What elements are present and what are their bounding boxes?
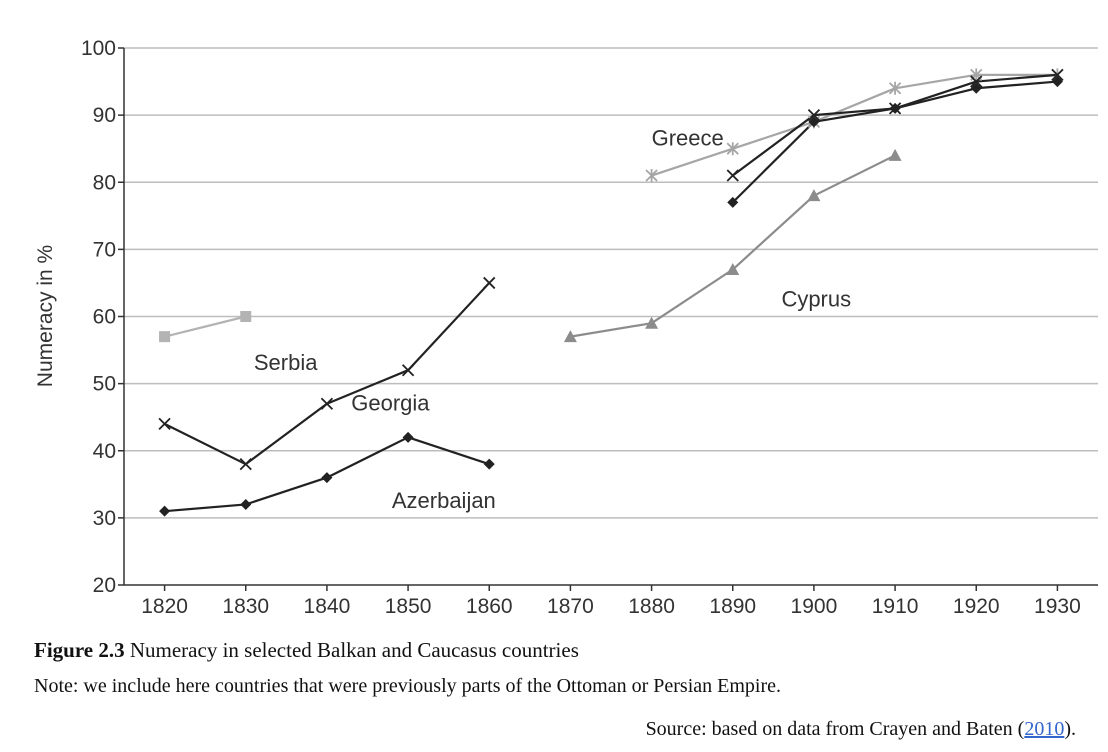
greece-line (651, 73, 1058, 177)
serbia-line (164, 315, 247, 338)
axes (118, 47, 1098, 591)
azerbaijan-point-1850 (402, 431, 414, 443)
azerbaijan-point-1860 (483, 458, 495, 470)
x-tick-label-1830: 1830 (222, 595, 269, 618)
series-5-point-1930 (1051, 68, 1064, 81)
serbia-label: Serbia (254, 350, 318, 375)
georgia-point-1820 (158, 417, 171, 431)
y-tick-label-50: 50 (93, 373, 116, 396)
series-lines (164, 73, 1058, 513)
x-tick-label-1850: 1850 (385, 595, 432, 618)
x-tick-label-1890: 1890 (709, 595, 756, 618)
y-tick-label-100: 100 (81, 37, 116, 60)
y-tick-label-70: 70 (93, 238, 116, 261)
numeracy-chart: 20 30 40 50 60 70 80 90 100 1820 1830 1840 1850 1860… (34, 37, 1098, 618)
x-tick-label-1930: 1930 (1034, 595, 1081, 618)
y-tick-label-80: 80 (93, 171, 116, 194)
source-year-link[interactable]: 2010 (1024, 718, 1065, 740)
azerbaijan-point-1830 (240, 498, 252, 510)
series-6-point-1920 (970, 82, 982, 94)
georgia-point-1840 (320, 397, 334, 410)
x-tick-labels: 1820 1830 1840 1850 1860 1870 1880 1890 1900 1910… (141, 595, 1081, 618)
y-axis-label: Numeracy in % (34, 245, 57, 387)
georgia-line (164, 282, 491, 466)
x-tick-label-1820: 1820 (141, 595, 188, 618)
y-tick-label-30: 30 (93, 507, 116, 530)
cyprus-point-1910 (888, 148, 902, 161)
series-6-point-1900 (808, 116, 820, 128)
x-tick-label-1920: 1920 (953, 595, 1000, 618)
georgia-point-1830 (239, 458, 252, 471)
series-6-line (731, 80, 1058, 204)
cyprus-point-1890 (726, 263, 740, 276)
y-tick-labels: 20 30 40 50 60 70 80 90 100 (81, 37, 116, 597)
azerbaijan-point-1840 (321, 472, 333, 484)
x-tick-label-1910: 1910 (872, 595, 919, 618)
azerbaijan-label: Azerbaijan (392, 488, 496, 513)
greece-point-1910 (888, 81, 902, 95)
greece-label: Greece (652, 125, 724, 150)
cyprus-label: Cyprus (781, 286, 851, 311)
source-prefix: Source: based on data from Crayen and Ba… (645, 718, 1025, 740)
y-tick-label-20: 20 (93, 574, 116, 597)
cyprus-point-1880 (645, 316, 659, 329)
cyprus-point-1870 (563, 330, 577, 343)
georgia-point-1860 (483, 276, 496, 290)
y-tick-label-40: 40 (93, 440, 116, 463)
azerbaijan-point-1820 (159, 505, 171, 517)
series-6-point-1910 (889, 102, 901, 114)
x-tick-label-1840: 1840 (304, 595, 351, 618)
serbia-point-1830 (240, 311, 252, 322)
y-tick-label-60: 60 (93, 306, 116, 329)
x-tick-label-1900: 1900 (791, 595, 838, 618)
figure-note: Note: we include here countries that wer… (34, 675, 781, 697)
figure-source: Source: based on data from Crayen and Ba… (646, 718, 1076, 741)
series-5-point-1900 (807, 108, 821, 122)
series-5-point-1920 (970, 75, 983, 88)
gridlines (124, 47, 1098, 519)
x-tick-label-1870: 1870 (547, 595, 594, 618)
figure-label: Figure 2.3 (34, 638, 125, 662)
y-tick-label-90: 90 (93, 104, 116, 127)
series-5-point-1890 (726, 169, 739, 182)
series-labels: Serbia Georgia Azerbaijan Greece Cyprus (254, 125, 851, 512)
georgia-point-1850 (401, 364, 415, 377)
cyprus-point-1900 (807, 189, 821, 202)
greece-point-1890 (726, 142, 739, 156)
series-markers (158, 68, 1064, 517)
greece-point-1880 (645, 169, 658, 183)
figure-caption: Figure 2.3 Numeracy in selected Balkan a… (34, 638, 579, 663)
x-tick-label-1880: 1880 (628, 595, 675, 618)
series-6-point-1890 (727, 196, 739, 208)
georgia-label: Georgia (351, 390, 430, 415)
x-tick-label-1860: 1860 (466, 595, 513, 618)
figure-title: Numeracy in selected Balkan and Caucasus… (129, 638, 579, 662)
series-6-point-1930 (1051, 76, 1063, 88)
serbia-point-1820 (159, 331, 171, 343)
source-suffix: ). (1064, 718, 1076, 740)
